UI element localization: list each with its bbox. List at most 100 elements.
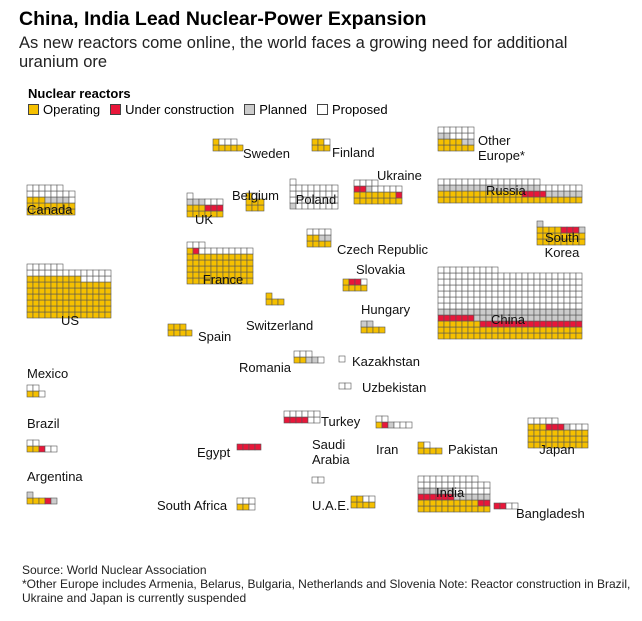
cell-operating: [74, 281, 82, 289]
cell-proposed: [473, 266, 481, 274]
waffle-mexico: [26, 384, 46, 398]
cell-operating: [271, 298, 279, 306]
cell-under-construction: [455, 314, 463, 322]
cell-under-construction: [467, 314, 475, 322]
cell-operating: [198, 253, 206, 261]
cell-operating: [461, 190, 469, 198]
cell-proposed: [539, 184, 547, 192]
cell-proposed: [461, 302, 469, 310]
cell-proposed: [437, 126, 445, 134]
cell-operating: [485, 326, 493, 334]
cell-operating: [44, 281, 52, 289]
cell-operating: [551, 326, 559, 334]
cell-operating: [62, 275, 70, 283]
cell-under-construction: [38, 445, 46, 453]
cell-under-construction: [557, 320, 565, 328]
cell-operating: [527, 429, 535, 437]
cell-operating: [240, 253, 248, 261]
cell-under-construction: [527, 190, 535, 198]
cell-operating: [68, 305, 76, 313]
cell-operating: [92, 293, 100, 301]
cell-proposed: [26, 384, 34, 392]
cell-proposed: [461, 278, 469, 286]
cell-operating: [204, 259, 212, 267]
label-hungary: Hungary: [361, 302, 411, 317]
cell-proposed: [32, 269, 40, 277]
cell-proposed: [503, 278, 511, 286]
cell-proposed: [405, 421, 413, 429]
cell-proposed: [467, 266, 475, 274]
cell-proposed: [551, 284, 559, 292]
cell-under-construction: [493, 502, 501, 510]
cell-proposed: [56, 269, 64, 277]
cell-operating: [383, 191, 391, 199]
cell-proposed: [503, 296, 511, 304]
cell-proposed: [307, 410, 315, 418]
cell-operating: [533, 332, 541, 340]
cell-proposed: [50, 184, 58, 192]
cell-proposed: [417, 481, 425, 489]
cell-planned: [551, 314, 559, 322]
cell-operating: [50, 305, 58, 313]
cell-operating: [545, 326, 553, 334]
cell-operating: [449, 190, 457, 198]
cell-operating: [395, 197, 403, 205]
cell-proposed: [192, 241, 200, 249]
cell-proposed: [515, 272, 523, 280]
legend: Operating Under construction Planned Pro…: [28, 102, 398, 117]
cell-proposed: [371, 185, 379, 193]
legend-label-proposed: Proposed: [331, 102, 388, 117]
cell-operating: [389, 197, 397, 205]
cell-proposed: [557, 272, 565, 280]
cell-proposed: [569, 423, 577, 431]
cell-operating: [443, 190, 451, 198]
cell-operating: [509, 326, 517, 334]
waffle-uk: [186, 192, 224, 218]
cell-under-construction: [395, 191, 403, 199]
cell-operating: [539, 332, 547, 340]
cell-operating: [443, 144, 451, 152]
cell-proposed: [443, 302, 451, 310]
cell-proposed: [98, 269, 106, 277]
label-iran: Iran: [376, 442, 398, 457]
cell-proposed: [38, 190, 46, 198]
cell-operating: [242, 503, 250, 511]
cell-planned: [479, 314, 487, 322]
cell-proposed: [575, 272, 583, 280]
cell-operating: [44, 275, 52, 283]
cell-operating: [246, 253, 254, 261]
cell-planned: [569, 190, 577, 198]
cell-under-construction: [242, 443, 250, 451]
cell-proposed: [62, 190, 70, 198]
cell-operating: [545, 332, 553, 340]
cell-operating: [246, 271, 254, 279]
cell-operating: [455, 326, 463, 334]
cell-operating: [312, 240, 320, 248]
cell-proposed: [497, 290, 505, 298]
cell-proposed: [104, 275, 112, 283]
cell-proposed: [301, 184, 309, 192]
cell-operating: [32, 311, 40, 319]
cell-operating: [491, 326, 499, 334]
cell-proposed: [551, 272, 559, 280]
cell-operating: [467, 144, 475, 152]
cell-operating: [56, 299, 64, 307]
cell-planned: [569, 314, 577, 322]
cell-operating: [230, 144, 238, 152]
cell-operating: [80, 311, 88, 319]
cell-operating: [80, 281, 88, 289]
cell-operating: [56, 305, 64, 313]
cell-planned: [563, 308, 571, 316]
legend-item-operating: Operating: [28, 102, 100, 117]
cell-proposed: [551, 417, 559, 425]
cell-operating: [192, 259, 200, 267]
cell-operating: [569, 326, 577, 334]
chart-title: China, India Lead Nuclear-Power Expansio…: [19, 8, 427, 30]
cell-operating: [323, 144, 331, 152]
cell-planned: [575, 314, 583, 322]
cell-under-construction: [210, 204, 218, 212]
cell-proposed: [485, 296, 493, 304]
cell-proposed: [423, 475, 431, 483]
cell-operating: [26, 281, 34, 289]
cell-proposed: [545, 417, 553, 425]
